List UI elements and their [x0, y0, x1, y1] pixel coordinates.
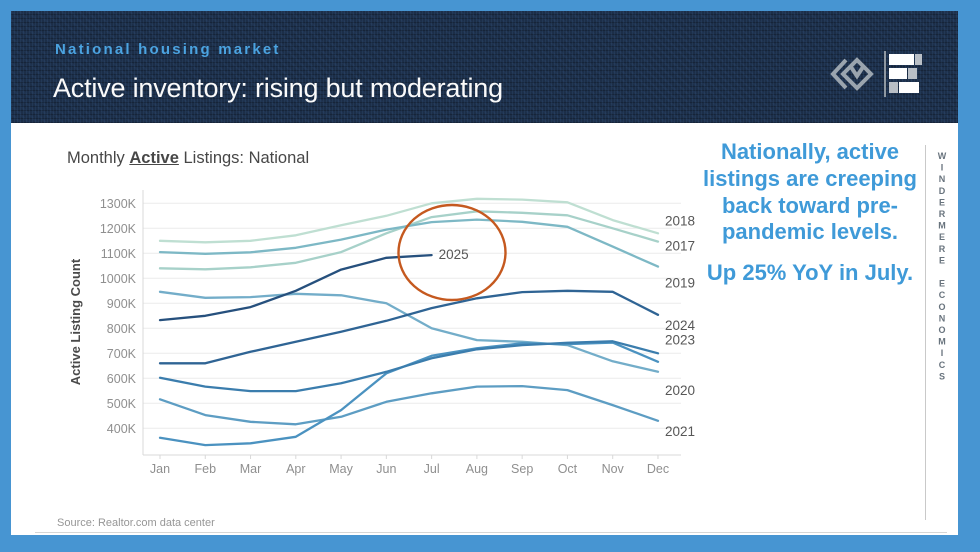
windermere-logo: [826, 51, 926, 102]
slide-border-top: [0, 0, 980, 11]
chart-title-suffix: Listings: National: [178, 149, 310, 167]
chart-title: Monthly Active Listings: National: [67, 149, 309, 168]
svg-text:Mar: Mar: [240, 462, 262, 476]
svg-text:2020: 2020: [665, 383, 695, 398]
callout-paragraph: Nationally, active listings are creeping…: [703, 139, 917, 245]
svg-text:Active Listing Count: Active Listing Count: [68, 258, 83, 385]
page-title: Active inventory: rising but moderating: [53, 73, 503, 103]
svg-text:400K: 400K: [107, 422, 137, 436]
svg-text:Sep: Sep: [511, 462, 533, 476]
svg-text:2025: 2025: [439, 247, 469, 262]
slide-border-bottom: [0, 535, 980, 552]
content-area: Monthly Active Listings: National 400K 50…: [11, 123, 958, 535]
svg-text:2023: 2023: [665, 332, 695, 347]
svg-text:Jul: Jul: [424, 462, 440, 476]
callout: Nationally, active listings are creeping…: [688, 139, 932, 301]
slide-border-right: [958, 0, 980, 552]
source-note: Source: Realtor.com data center: [57, 517, 215, 529]
svg-text:Jan: Jan: [150, 462, 170, 476]
vertical-divider: [925, 145, 926, 520]
svg-text:May: May: [329, 462, 353, 476]
svg-text:800K: 800K: [107, 322, 137, 336]
callout-stat: Up 25% YoY in July.: [706, 260, 914, 286]
chart-title-prefix: Monthly: [67, 149, 130, 167]
svg-text:500K: 500K: [107, 397, 137, 411]
footer-divider: [35, 532, 947, 533]
svg-text:900K: 900K: [107, 297, 137, 311]
header-banner: National housing market Active inventory…: [11, 11, 958, 123]
svg-text:Aug: Aug: [466, 462, 488, 476]
svg-text:Dec: Dec: [647, 462, 669, 476]
svg-text:2024: 2024: [665, 318, 696, 333]
svg-text:Nov: Nov: [602, 462, 625, 476]
windermere-w-icon: [826, 53, 876, 100]
bar-chart-icon: [884, 51, 926, 102]
svg-text:1100K: 1100K: [101, 247, 137, 261]
svg-text:1200K: 1200K: [100, 222, 137, 236]
svg-text:1300K: 1300K: [100, 197, 137, 211]
slide-border-left: [0, 0, 11, 552]
svg-text:1000K: 1000K: [100, 272, 137, 286]
svg-text:Jun: Jun: [376, 462, 396, 476]
svg-text:2021: 2021: [665, 424, 695, 439]
svg-text:Feb: Feb: [194, 462, 216, 476]
svg-text:600K: 600K: [107, 372, 137, 386]
svg-text:700K: 700K: [107, 347, 137, 361]
brand-vertical-text: WINDERMERE ECONOMICS: [937, 151, 947, 383]
svg-text:Apr: Apr: [286, 462, 305, 476]
svg-text:Oct: Oct: [558, 462, 578, 476]
section-kicker: National housing market: [55, 41, 281, 58]
chart-title-emphasis: Active: [129, 149, 179, 167]
